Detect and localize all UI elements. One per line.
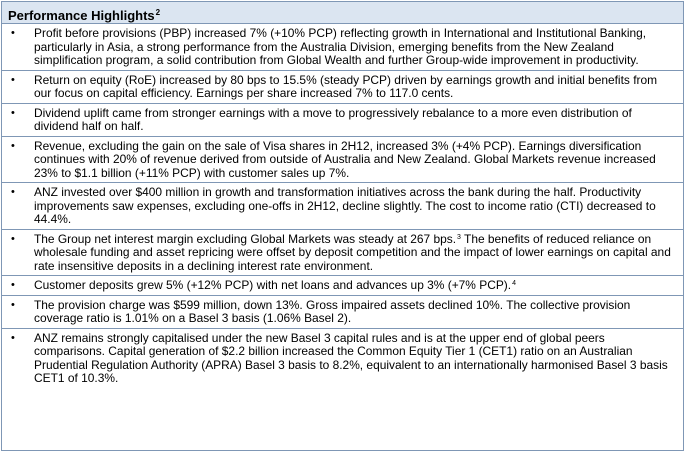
highlight-row-4: • Revenue, excluding the gain on the sale… bbox=[2, 137, 683, 183]
highlight-text: Profit before provisions (PBP) increased… bbox=[34, 26, 647, 67]
bullet-icon: • bbox=[11, 27, 15, 39]
highlight-text: Dividend uplift came from stronger earni… bbox=[34, 105, 632, 133]
highlight-text: The Group net interest margin excluding … bbox=[34, 231, 457, 246]
bullet-icon: • bbox=[11, 186, 15, 198]
highlight-row-7: • Customer deposits grew 5% (+12% PCP) wi… bbox=[2, 276, 683, 296]
highlight-text: Revenue, excluding the gain on the sale … bbox=[34, 138, 656, 180]
highlight-text: The provision charge was $599 million, d… bbox=[34, 297, 631, 325]
highlight-text: Return on equity (RoE) increased by 80 b… bbox=[34, 72, 658, 100]
title-footnote: 2 bbox=[155, 8, 161, 17]
highlight-text-continued: The benefits of reduced reliance on whol… bbox=[34, 231, 671, 273]
bullet-icon: • bbox=[11, 279, 15, 291]
bullet-icon: • bbox=[11, 73, 15, 86]
highlight-row-2: • Return on equity (RoE) increased by 80 … bbox=[2, 71, 683, 104]
bullet-icon: • bbox=[11, 139, 15, 152]
table-header: Performance Highlights2 bbox=[2, 2, 683, 24]
table-title: Performance Highlights bbox=[8, 8, 155, 23]
bullet-icon: • bbox=[11, 232, 15, 245]
highlight-text: Customer deposits grew 5% (+12% PCP) wit… bbox=[34, 278, 512, 292]
highlight-row-6: • The Group net interest margin excluding… bbox=[2, 230, 683, 276]
highlight-row-8: • The provision charge was $599 million, … bbox=[2, 296, 683, 329]
highlight-row-5: • ANZ invested over $400 million in growt… bbox=[2, 183, 683, 230]
bullet-icon: • bbox=[11, 106, 15, 119]
highlight-row-3: • Dividend uplift came from stronger earn… bbox=[2, 104, 683, 137]
highlight-row-1: • Profit before provisions (PBP) increase… bbox=[2, 24, 683, 71]
bullet-icon: • bbox=[11, 331, 15, 344]
footnote-marker: 3 bbox=[457, 233, 461, 241]
highlight-text: ANZ invested over $400 million in growth… bbox=[34, 185, 656, 226]
bullet-icon: • bbox=[11, 298, 15, 311]
highlight-text: ANZ remains strongly capitalised under t… bbox=[34, 330, 668, 385]
footnote-marker: 4 bbox=[512, 280, 516, 287]
highlight-row-9: • ANZ remains strongly capitalised under … bbox=[2, 329, 683, 388]
